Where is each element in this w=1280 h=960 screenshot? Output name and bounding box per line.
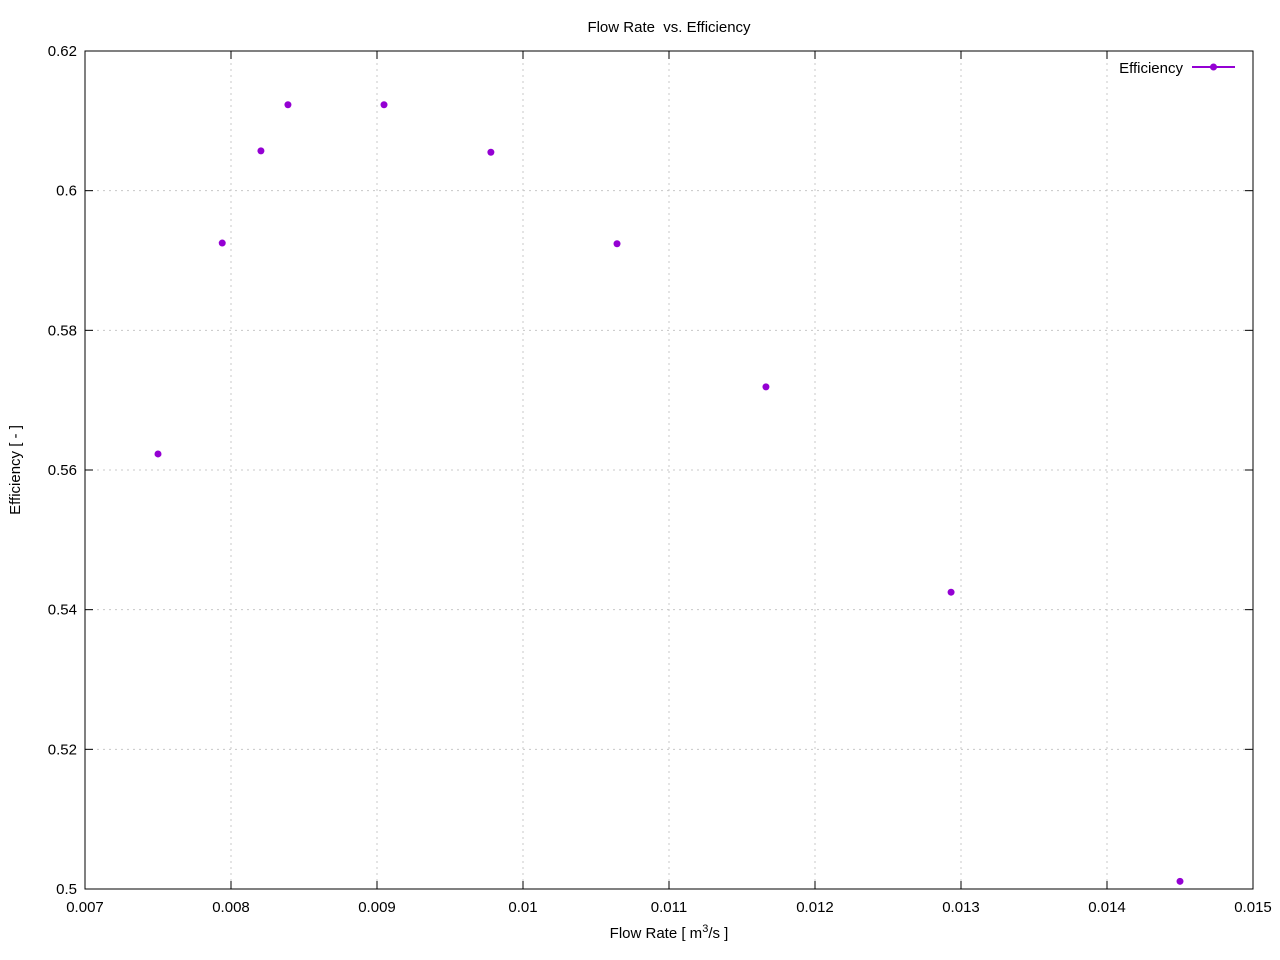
legend-label: Efficiency: [1119, 60, 1183, 77]
x-label-sup: 3: [702, 923, 708, 935]
x-tick-label: 0.013: [942, 899, 980, 916]
data-point: [762, 383, 770, 391]
data-point: [284, 101, 292, 109]
y-tick-label: 0.52: [48, 741, 77, 758]
x-axis-label: Flow Rate [ m3/s ]: [610, 923, 729, 942]
x-tick-label: 0.009: [358, 899, 396, 916]
legend-marker: [1210, 63, 1217, 71]
x-tick-label: 0.008: [212, 899, 250, 916]
y-tick-label: 0.6: [56, 183, 77, 200]
plot-frame: [84, 50, 1254, 890]
data-point: [380, 101, 388, 109]
y-tick-label: 0.58: [48, 322, 77, 339]
x-tick-label: 0.011: [651, 899, 687, 916]
x-label-main: Flow Rate [ m: [610, 925, 703, 942]
x-tick-label: 0.015: [1234, 899, 1272, 916]
y-tick-label: 0.62: [48, 43, 77, 60]
data-point: [947, 588, 955, 596]
x-tick-label: 0.012: [796, 899, 834, 916]
x-label-end: /s ]: [708, 925, 728, 942]
y-axis-label: Efficiency [ - ]: [7, 425, 24, 515]
data-point: [218, 239, 226, 247]
data-point: [487, 148, 495, 156]
data-point: [1176, 877, 1184, 885]
y-tick-label: 0.54: [48, 602, 77, 619]
x-tick-label: 0.01: [508, 899, 537, 916]
chart-title: Flow Rate vs. Efficiency: [587, 19, 751, 36]
data-point: [257, 147, 265, 155]
data-point: [154, 450, 162, 458]
x-tick-label: 0.007: [66, 899, 104, 916]
x-tick-label: 0.014: [1088, 899, 1126, 916]
y-tick-label: 0.5: [56, 881, 77, 898]
data-point: [613, 240, 621, 248]
y-tick-label: 0.56: [48, 462, 77, 479]
